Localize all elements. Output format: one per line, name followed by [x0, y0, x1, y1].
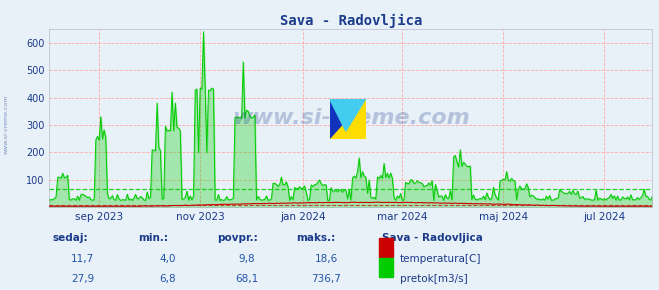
- Text: min.:: min.:: [138, 233, 169, 243]
- Text: 736,7: 736,7: [311, 274, 341, 284]
- Text: 27,9: 27,9: [71, 274, 94, 284]
- Text: 18,6: 18,6: [314, 254, 338, 264]
- Text: povpr.:: povpr.:: [217, 233, 258, 243]
- Text: sedaj:: sedaj:: [53, 233, 88, 243]
- Text: 9,8: 9,8: [239, 254, 256, 264]
- Text: www.si-vreme.com: www.si-vreme.com: [232, 108, 470, 128]
- Title: Sava - Radovljica: Sava - Radovljica: [279, 14, 422, 28]
- Text: Sava - Radovljica: Sava - Radovljica: [382, 233, 483, 243]
- Text: 11,7: 11,7: [71, 254, 94, 264]
- Text: pretok[m3/s]: pretok[m3/s]: [400, 274, 468, 284]
- Text: temperatura[C]: temperatura[C]: [400, 254, 482, 264]
- Text: 4,0: 4,0: [159, 254, 177, 264]
- Text: 6,8: 6,8: [159, 274, 177, 284]
- Text: maks.:: maks.:: [297, 233, 336, 243]
- Text: www.si-vreme.com: www.si-vreme.com: [4, 95, 9, 155]
- Text: 68,1: 68,1: [235, 274, 259, 284]
- Polygon shape: [330, 99, 366, 139]
- Polygon shape: [330, 99, 366, 131]
